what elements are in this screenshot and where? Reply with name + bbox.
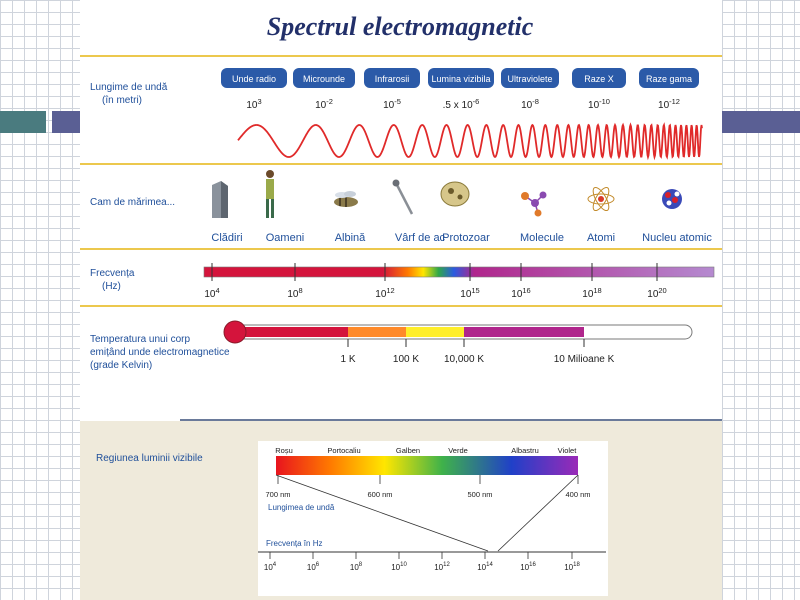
frequency-tick-label: 1016	[511, 286, 530, 300]
spectrum-diagram: Spectrul electromagnetic Lungime de undă…	[80, 0, 722, 600]
size-icons	[212, 170, 682, 218]
visible-color-labels: Roșu Portocaliu Galben Verde Albastru Violet	[275, 446, 577, 455]
molecule-icon	[521, 191, 547, 217]
visible-color-label: Verde	[448, 446, 468, 455]
thermometer	[223, 320, 693, 344]
band-pill: Microunde 10-2	[293, 68, 355, 111]
band-pill: Unde radio 103	[221, 68, 287, 111]
frequency-bar	[203, 266, 715, 278]
size-label: Oameni	[266, 232, 305, 244]
band-pill: Lumina vizibila .5 x 10-6	[428, 68, 494, 111]
size-label: Clădiri	[211, 232, 242, 244]
band-wavelength: .5 x 10-6	[443, 97, 480, 111]
band-wavelength: 103	[246, 97, 261, 111]
frequency-tick-label: 1018	[582, 286, 601, 300]
slide-left-grid	[0, 0, 80, 600]
visible-color-label: Albastru	[511, 446, 539, 455]
slide-accent-bar-right	[722, 111, 800, 133]
band-wavelength: 10-10	[588, 97, 610, 111]
visible-frequency-label: 1014	[477, 562, 493, 572]
visible-frequency-label: 1012	[434, 562, 450, 572]
band-pill: Raze gama 10-12	[639, 68, 699, 111]
building-icon	[212, 181, 228, 218]
visible-color-label: Roșu	[275, 446, 293, 455]
temperature-ticks: 1 K 100 K 10,000 K 10 Milioane K	[340, 339, 615, 365]
size-label: Vârf de ac	[395, 232, 446, 244]
frequency-tick-label: 1020	[647, 286, 666, 300]
visible-wavelength-ticks: 700 nm 600 nm 500 nm 400 nm	[265, 475, 591, 499]
band-name: Infrarosii	[375, 74, 410, 84]
band-name: Lumina vizibila	[431, 74, 490, 84]
visible-color-label: Portocaliu	[327, 446, 360, 455]
size-label: Molecule	[520, 232, 564, 244]
wavelength-wave	[237, 122, 703, 161]
band-name: Raze gama	[646, 74, 692, 84]
wavelength-row-label: Lungime de undă (în metri)	[90, 82, 170, 106]
band-name: Ultraviolete	[507, 74, 552, 84]
visible-frequency-label: 108	[350, 562, 363, 572]
size-label: Nucleu atomic	[642, 232, 712, 244]
projection-line-left	[275, 474, 489, 552]
nucleus-icon	[662, 189, 682, 209]
band-pill: Raze X 10-10	[572, 68, 626, 111]
size-label: Albină	[335, 232, 366, 244]
band-pill: Ultraviolete 10-8	[501, 68, 559, 111]
visible-frequency-label: 1010	[391, 562, 407, 572]
wavelength-caption: Lungimea de undă	[268, 503, 335, 512]
band-name: Unde radio	[232, 74, 276, 84]
band-pill: Infrarosii 10-5	[364, 68, 420, 111]
visible-wavelength-label: 500 nm	[467, 490, 492, 499]
visible-wavelength-label: 700 nm	[265, 490, 290, 499]
visible-color-label: Galben	[396, 446, 420, 455]
band-wavelength: 10-8	[521, 97, 539, 111]
bee-icon	[334, 191, 358, 207]
slide-right-grid	[722, 0, 800, 600]
band-wavelength: 10-5	[383, 97, 401, 111]
visible-frequency-label: 104	[264, 562, 277, 572]
visible-frequency-label: 1018	[564, 562, 580, 572]
frequency-tick-label: 108	[287, 286, 302, 300]
frequency-row-label: Frecvența (Hz)	[90, 268, 137, 292]
projection-line-right	[497, 474, 579, 552]
temperature-tick-label: 1 K	[340, 354, 355, 365]
temperature-row-label: Temperatura unui corp emițând unde elect…	[90, 334, 232, 371]
frequency-tick-label: 1012	[375, 286, 394, 300]
frequency-caption: Frecvența în Hz	[266, 539, 322, 548]
protozoa-icon	[440, 181, 470, 207]
frequency-tick-label: 1015	[460, 286, 479, 300]
size-label: Protozoar	[442, 232, 490, 244]
visible-wavelength-label: 400 nm	[565, 490, 590, 499]
diagram-title: Spectrul electromagnetic	[267, 12, 534, 41]
slide-accent-bar-left	[0, 111, 46, 133]
visible-frequency-label: 1016	[520, 562, 536, 572]
visible-wavelength-label: 600 nm	[367, 490, 392, 499]
band-name: Raze X	[584, 74, 614, 84]
visible-section-label: Regiunea luminii vizibile	[96, 453, 203, 464]
size-row-label: Cam de mărimea...	[90, 197, 175, 208]
visible-frequency-ticks: 104 106 108 1010 1012 1014 1016 1018	[264, 552, 580, 572]
band-wavelength: 10-12	[658, 97, 680, 111]
visible-frequency-label: 106	[307, 562, 320, 572]
band-wavelength: 10-2	[315, 97, 333, 111]
atom-icon	[587, 186, 615, 212]
temperature-tick-label: 100 K	[393, 354, 419, 365]
frequency-tick-label: 104	[204, 286, 219, 300]
band-pills: Unde radio 103 Microunde 10-2 Infrarosii 10-5…	[221, 68, 699, 111]
frequency-ticks: 104 108 1012 1015 1016 1018 1020	[204, 263, 667, 300]
temperature-tick-label: 10 Milioane K	[554, 354, 615, 365]
temperature-tick-label: 10,000 K	[444, 354, 484, 365]
pin-icon	[392, 179, 414, 215]
size-label: Atomi	[587, 232, 615, 244]
slide-accent-bar-left-2	[52, 111, 80, 133]
visible-color-label: Violet	[558, 446, 578, 455]
band-name: Microunde	[303, 74, 345, 84]
person-icon	[266, 170, 274, 218]
visible-spectrum-bar	[276, 456, 578, 475]
